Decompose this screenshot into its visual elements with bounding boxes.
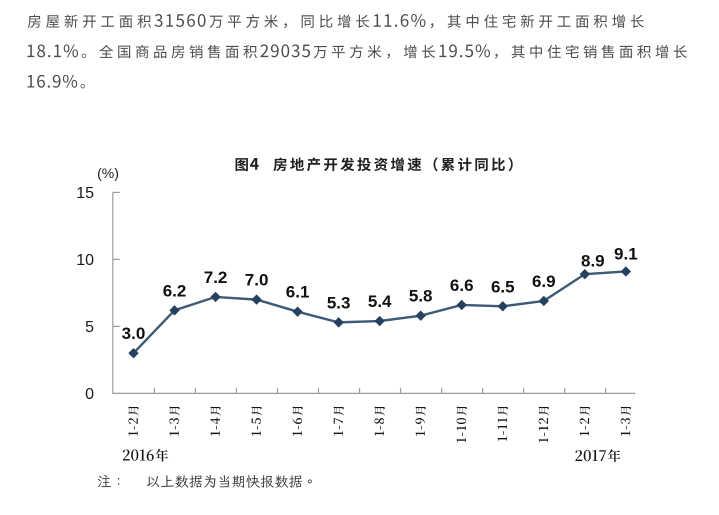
svg-text:3.0: 3.0 bbox=[122, 324, 146, 343]
svg-text:6.6: 6.6 bbox=[450, 276, 474, 295]
svg-text:6.1: 6.1 bbox=[286, 283, 310, 302]
svg-text:15: 15 bbox=[76, 185, 94, 202]
svg-text:9.1: 9.1 bbox=[614, 244, 638, 263]
svg-text:5.8: 5.8 bbox=[409, 287, 433, 306]
svg-text:0: 0 bbox=[85, 386, 94, 403]
svg-text:5.3: 5.3 bbox=[327, 293, 351, 312]
svg-text:5.4: 5.4 bbox=[368, 292, 392, 311]
svg-text:7.2: 7.2 bbox=[204, 268, 228, 287]
svg-text:10: 10 bbox=[76, 252, 94, 269]
svg-text:6.9: 6.9 bbox=[532, 272, 556, 291]
svg-text:(%): (%) bbox=[97, 165, 119, 181]
svg-text:6.5: 6.5 bbox=[491, 277, 515, 296]
svg-text:7.0: 7.0 bbox=[245, 271, 269, 290]
svg-text:8.9: 8.9 bbox=[581, 252, 605, 271]
svg-text:5: 5 bbox=[85, 319, 94, 336]
svg-text:6.2: 6.2 bbox=[163, 281, 187, 300]
